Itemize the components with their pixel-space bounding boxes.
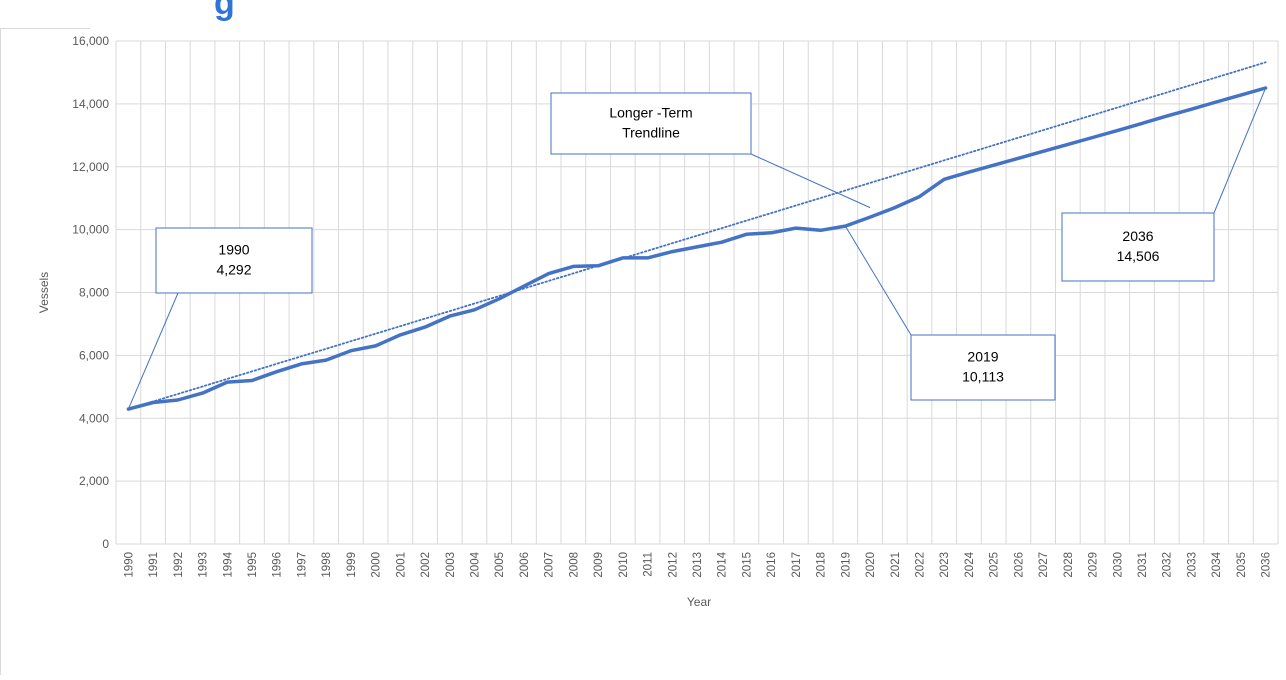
x-tick-label: 1991 — [148, 552, 160, 578]
x-tick-label: 2022 — [915, 552, 927, 578]
x-tick-label: 1992 — [173, 552, 185, 578]
x-tick-label: 2027 — [1038, 552, 1050, 578]
x-tick-label: 2033 — [1186, 552, 1198, 578]
y-tick-label: 6,000 — [79, 348, 109, 362]
x-tick-label: 2031 — [1137, 552, 1149, 578]
x-tick-label: 2019 — [840, 552, 852, 578]
x-tick-label: 2008 — [568, 552, 580, 578]
cropped-title-glyph: g — [214, 0, 235, 22]
y-tick-label: 8,000 — [79, 286, 109, 300]
x-tick-label: 2001 — [395, 552, 407, 578]
x-tick-label: 1999 — [346, 552, 358, 578]
callout-text: Longer -Term — [609, 105, 692, 121]
callout-box — [155, 227, 313, 294]
trendline-series — [127, 61, 1267, 411]
x-tick-label: 2029 — [1088, 552, 1100, 578]
x-tick-label: 2036 — [1261, 552, 1273, 578]
x-tick-label: 2006 — [519, 552, 531, 578]
callout-leader-line — [750, 153, 871, 209]
x-tick-label: 1994 — [222, 551, 234, 577]
y-tick-label: 16,000 — [72, 34, 109, 48]
x-tick-label: 2025 — [989, 552, 1001, 578]
x-tick-label: 2017 — [791, 552, 803, 578]
x-tick-label: 1996 — [272, 552, 284, 578]
x-tick-label: 1997 — [296, 552, 308, 578]
x-axis-title: Year — [687, 595, 711, 609]
x-tick-label: 2011 — [643, 552, 655, 577]
x-tick-label: 1998 — [321, 552, 333, 578]
y-tick-label: 12,000 — [72, 160, 109, 174]
callout-leader-line — [1213, 87, 1267, 214]
x-tick-label: 2024 — [964, 551, 976, 577]
x-tick-label: 2013 — [692, 552, 704, 578]
frame-top-edge — [0, 28, 90, 29]
callout-text: 4,292 — [216, 262, 251, 278]
y-tick-label: 0 — [102, 537, 109, 551]
callout-text: 14,506 — [1117, 248, 1160, 264]
y-tick-label: 10,000 — [72, 223, 109, 237]
x-tick-label: 2015 — [741, 552, 753, 578]
x-tick-label: 1995 — [247, 552, 259, 578]
x-tick-label: 2035 — [1236, 552, 1248, 578]
x-tick-label: 2002 — [420, 552, 432, 578]
y-axis-title: Vessels — [37, 272, 51, 313]
y-tick-label: 2,000 — [79, 474, 109, 488]
x-tick-label: 2032 — [1162, 552, 1174, 578]
x-tick-label: 2018 — [816, 552, 828, 578]
x-tick-label: 2000 — [371, 552, 383, 578]
x-tick-label: 2026 — [1013, 552, 1025, 578]
x-tick-label: 2003 — [445, 552, 457, 578]
x-tick-label: 2007 — [544, 552, 556, 578]
x-tick-label: 2034 — [1211, 551, 1223, 577]
x-tick-label: 2020 — [865, 552, 877, 578]
y-tick-label: 14,000 — [72, 97, 109, 111]
x-tick-label: 2028 — [1063, 552, 1075, 578]
x-tick-label: 2023 — [939, 552, 951, 578]
x-tick-label: 2021 — [890, 552, 902, 578]
callout-text: Trendline — [622, 125, 680, 141]
cropped-title-fragment: g — [214, 0, 254, 24]
callout-leader-line — [127, 292, 179, 410]
callout-text: 2019 — [967, 349, 998, 365]
x-tick-label: 1990 — [123, 552, 135, 578]
callout-box — [550, 92, 752, 155]
vessels-series-line — [126, 86, 1268, 411]
x-tick-label: 2016 — [766, 552, 778, 578]
x-tick-label: 2004 — [469, 551, 481, 577]
callout-box — [910, 334, 1056, 401]
callout-text: 2036 — [1122, 228, 1153, 244]
callout-leader-line — [844, 225, 912, 336]
x-tick-label: 2012 — [667, 552, 679, 578]
x-tick-label: 2014 — [717, 551, 729, 577]
callout-text: 10,113 — [962, 369, 1004, 385]
callout-text: 1990 — [218, 242, 249, 258]
x-tick-label: 2005 — [494, 552, 506, 578]
x-tick-label: 1993 — [198, 552, 210, 578]
callout-box — [1061, 212, 1215, 282]
x-tick-label: 2030 — [1112, 552, 1124, 578]
y-tick-label: 4,000 — [79, 411, 109, 425]
x-tick-label: 2009 — [593, 552, 605, 578]
frame-left-edge — [0, 28, 1, 675]
x-tick-label: 2010 — [618, 552, 630, 578]
